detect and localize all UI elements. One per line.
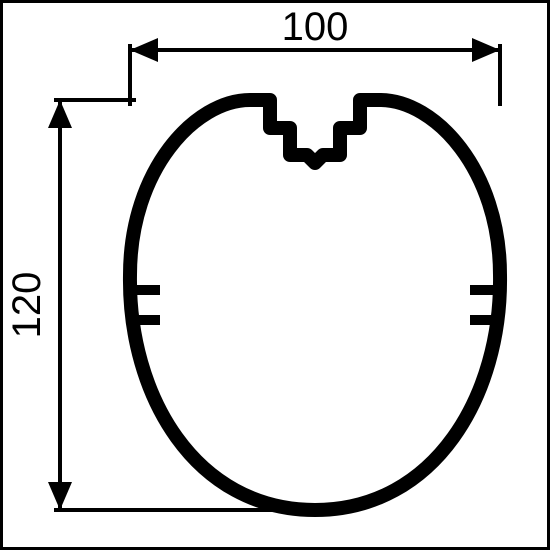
dimension-width: 100	[130, 5, 500, 106]
dim-height-label: 120	[5, 272, 49, 339]
profile-cross-section	[130, 100, 500, 510]
arrowhead-right	[472, 38, 500, 62]
side-notches	[134, 290, 496, 320]
arrowhead-up	[48, 100, 72, 128]
drawing-border	[1, 1, 549, 549]
arrowhead-down	[48, 482, 72, 510]
arrowhead-left	[130, 38, 158, 62]
dim-width-label: 100	[282, 5, 349, 49]
technical-drawing: 100 120	[0, 0, 550, 550]
